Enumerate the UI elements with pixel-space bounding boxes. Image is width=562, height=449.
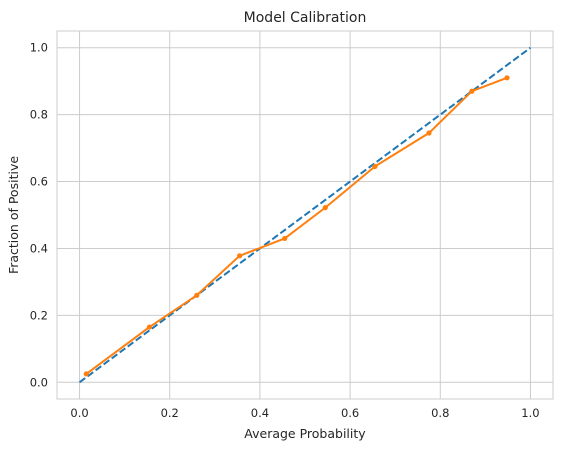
calibration-point — [426, 130, 432, 136]
y-axis-label: Fraction of Positive — [6, 156, 21, 274]
x-tick-label: 1.0 — [521, 406, 539, 420]
x-tick-label: 0.2 — [161, 406, 179, 420]
calibration-point — [469, 88, 475, 94]
plot-frame — [56, 30, 554, 400]
calibration-point — [504, 75, 510, 81]
y-tick-label: 0.8 — [30, 108, 48, 122]
chart-title: Model Calibration — [244, 10, 367, 26]
x-tick-label: 0.8 — [431, 406, 449, 420]
x-tick-label: 0.0 — [70, 406, 88, 420]
reference-diagonal-line — [78, 46, 532, 384]
series-layer — [78, 46, 532, 384]
calibration-curve-line — [85, 76, 508, 375]
y-tick-label: 0.2 — [30, 308, 48, 322]
y-tick-label: 0.0 — [30, 375, 48, 389]
y-tick-labels: 0.0 0.2 0.4 0.6 0.8 1.0 — [30, 41, 48, 390]
x-tick-label: 0.4 — [251, 406, 269, 420]
calibration-point — [282, 235, 288, 242]
calibration-point — [372, 163, 378, 170]
calibration-point — [237, 253, 243, 259]
calibration-point — [83, 371, 89, 377]
x-tick-label: 0.6 — [341, 406, 359, 420]
x-tick-labels: 0.0 0.2 0.4 0.6 0.8 1.0 — [70, 406, 539, 420]
calibration-point — [322, 205, 328, 211]
calibration-point — [146, 324, 153, 330]
calibration-point — [194, 292, 200, 298]
y-tick-label: 0.4 — [30, 241, 48, 255]
grid — [57, 31, 553, 399]
y-tick-label: 1.0 — [30, 41, 48, 55]
x-axis-label: Average Probability — [244, 426, 366, 441]
y-tick-label: 0.6 — [30, 175, 48, 189]
